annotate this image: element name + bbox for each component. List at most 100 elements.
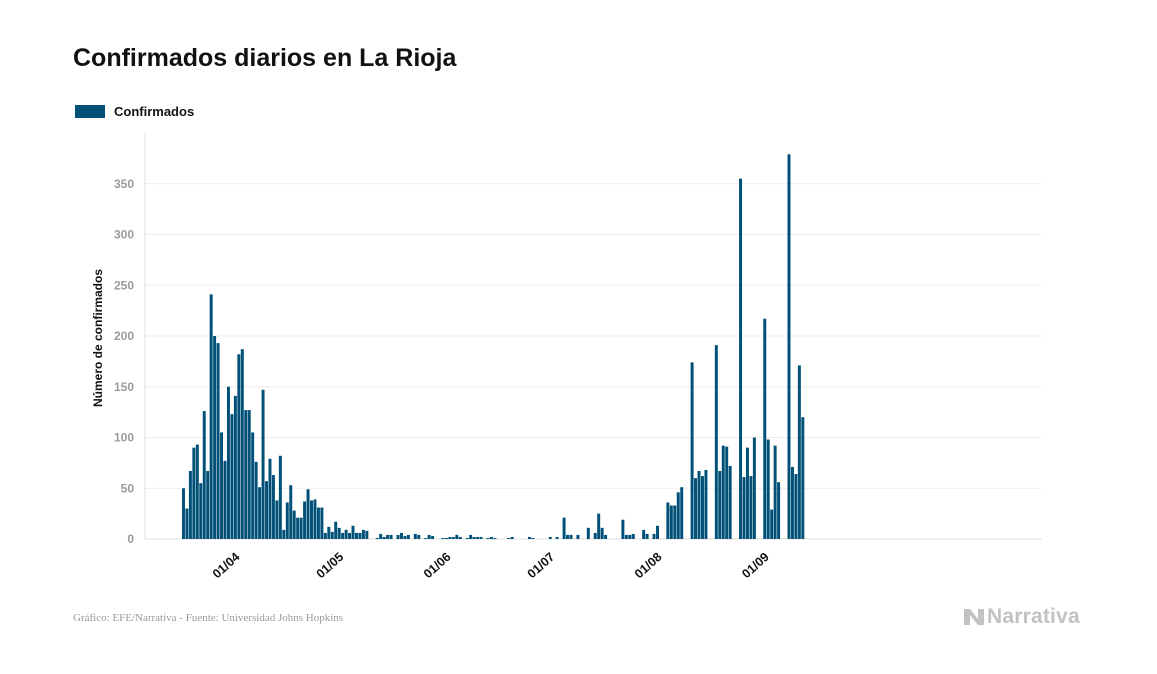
bar — [548, 536, 552, 539]
bar — [282, 529, 286, 539]
bar — [310, 500, 313, 539]
bar — [752, 437, 756, 539]
bar — [341, 532, 345, 539]
bar — [240, 349, 244, 539]
bar — [725, 446, 729, 539]
bar — [448, 536, 452, 539]
x-tick-label: 01/07 — [525, 550, 558, 581]
bar — [334, 521, 338, 539]
bar — [199, 483, 203, 539]
y-tick-label: 250 — [114, 278, 134, 292]
bar — [424, 537, 428, 539]
bar — [202, 411, 206, 539]
bar — [247, 410, 251, 539]
bar — [593, 532, 597, 539]
bar — [600, 527, 604, 539]
bar — [223, 460, 227, 539]
source-note: Gráfico: EFE/Narrativa - Fuente: Univers… — [73, 612, 344, 624]
bar — [472, 536, 476, 539]
chart-title: Confirmados diarios en La Rioja — [73, 44, 457, 72]
brand-name: Narrativa — [987, 605, 1080, 628]
bar — [316, 507, 320, 539]
bar — [763, 318, 767, 539]
bar — [195, 444, 199, 539]
bar — [673, 505, 677, 539]
bar — [666, 502, 670, 539]
bar — [351, 525, 355, 539]
bar — [271, 475, 275, 539]
bar — [739, 178, 743, 540]
x-tick-labels: 01/04 01/05 01/06 01/07 01/08 01/09 — [210, 550, 772, 581]
bar — [721, 445, 725, 539]
bar — [209, 294, 213, 539]
y-tick-label: 300 — [114, 228, 134, 242]
bar — [417, 534, 421, 539]
bar — [216, 343, 220, 539]
bar — [680, 487, 684, 539]
bar — [358, 532, 362, 539]
bar — [510, 536, 514, 539]
bar — [621, 519, 625, 539]
x-tick-label: 01/09 — [739, 550, 772, 581]
bar — [694, 478, 698, 539]
bar — [306, 489, 310, 539]
bar — [742, 477, 746, 539]
bar — [406, 534, 410, 539]
narrativa-logo-icon — [964, 609, 984, 625]
bar — [787, 154, 791, 539]
bar — [604, 534, 608, 539]
bar — [479, 536, 483, 539]
bar — [676, 492, 680, 539]
bar — [652, 533, 656, 539]
bar — [296, 517, 300, 539]
bar — [399, 532, 403, 539]
bar — [669, 505, 673, 539]
bar — [337, 527, 341, 539]
bar — [230, 414, 234, 539]
bar — [586, 527, 590, 539]
bar — [718, 470, 722, 539]
bar — [365, 530, 369, 539]
bar — [493, 537, 497, 539]
bar — [303, 501, 307, 539]
bar — [458, 536, 462, 539]
bar — [182, 488, 185, 539]
bar — [444, 537, 448, 539]
bar — [389, 534, 393, 539]
y-tick-label: 100 — [114, 431, 134, 445]
bar — [431, 535, 435, 539]
bar — [251, 432, 255, 539]
bar — [258, 487, 262, 539]
x-tick-label: 01/08 — [632, 550, 665, 581]
bar — [569, 534, 573, 539]
y-tick-label: 150 — [114, 380, 134, 394]
bar — [403, 535, 407, 539]
bar — [275, 500, 279, 539]
bar — [714, 345, 718, 539]
bar — [220, 432, 224, 539]
bar — [597, 513, 601, 539]
bar — [396, 534, 400, 539]
bar — [528, 536, 531, 539]
y-tick-label: 350 — [114, 177, 134, 191]
bar — [320, 507, 324, 539]
bar — [690, 362, 694, 539]
bar — [386, 534, 390, 539]
bar — [244, 410, 248, 539]
bar — [292, 510, 296, 539]
bar — [645, 533, 649, 539]
bar — [476, 536, 480, 539]
bar — [486, 537, 490, 539]
bar — [728, 465, 732, 539]
bar — [226, 386, 230, 539]
y-tick-labels: 0 50 100 150 200 250 300 350 — [114, 177, 134, 546]
bar — [770, 509, 774, 539]
bar — [361, 529, 365, 539]
bar — [327, 526, 331, 539]
bar — [777, 482, 781, 539]
bar — [192, 447, 196, 539]
bar — [794, 474, 798, 539]
bar — [749, 476, 753, 539]
legend: Confirmados — [75, 104, 194, 119]
